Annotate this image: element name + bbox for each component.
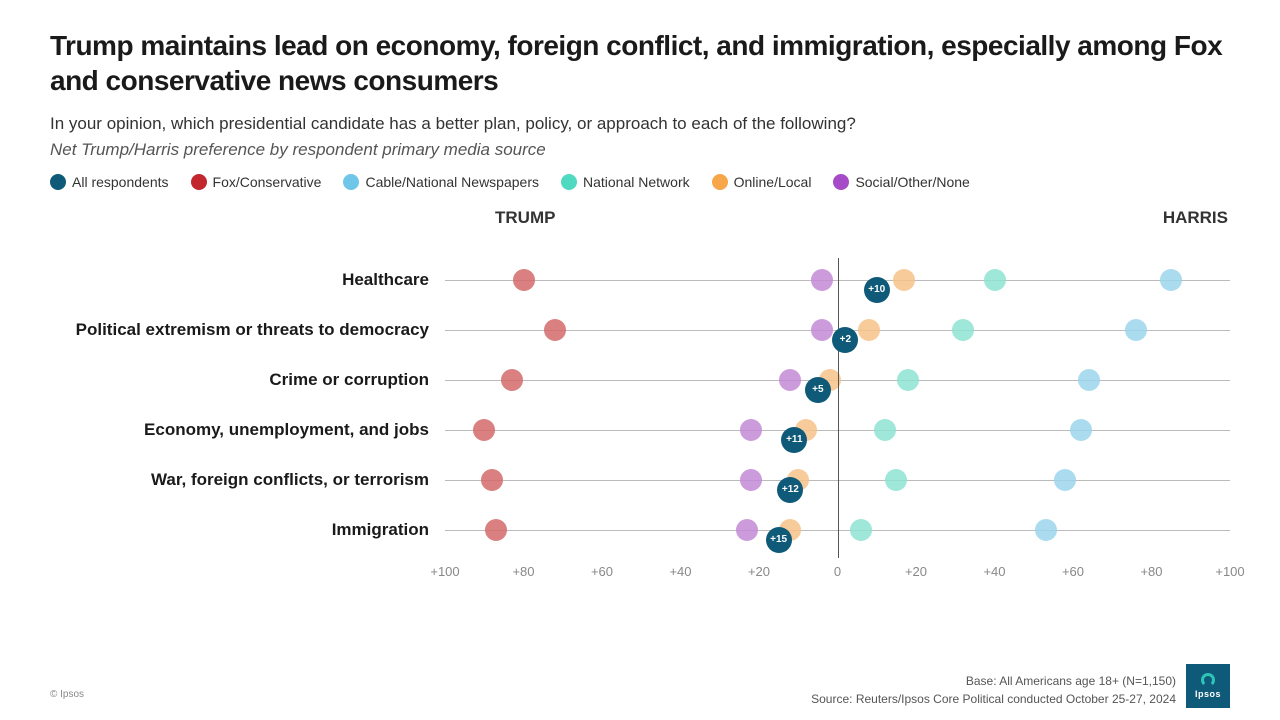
axis-label-right: HARRIS: [1163, 208, 1228, 228]
x-tick: +40: [669, 564, 691, 579]
legend-label: All respondents: [72, 174, 169, 190]
data-point-main: +2: [832, 327, 858, 353]
legend-dot: [50, 174, 66, 190]
legend-dot: [191, 174, 207, 190]
legend-item: National Network: [561, 174, 690, 190]
row-label: Immigration: [50, 520, 445, 540]
x-tick: +20: [905, 564, 927, 579]
zero-line: [838, 258, 840, 558]
row-label: War, foreign conflicts, or terrorism: [50, 470, 445, 490]
legend-dot: [561, 174, 577, 190]
legend-dot: [343, 174, 359, 190]
x-tick: +40: [983, 564, 1005, 579]
legend-dot: [833, 174, 849, 190]
copyright: © Ipsos: [50, 689, 84, 700]
data-point-main: +12: [777, 477, 803, 503]
legend-item: Cable/National Newspapers: [343, 174, 539, 190]
footer-source: Source: Reuters/Ipsos Core Political con…: [50, 690, 1176, 708]
x-tick: +100: [1215, 564, 1244, 579]
x-tick: 0: [834, 564, 841, 579]
row-label: Crime or corruption: [50, 370, 445, 390]
data-point-main: +15: [766, 527, 792, 553]
chart-title: Trump maintains lead on economy, foreign…: [50, 28, 1230, 98]
x-tick: +20: [748, 564, 770, 579]
data-point-main: +10: [864, 277, 890, 303]
legend-item: All respondents: [50, 174, 169, 190]
axis-label-left: TRUMP: [495, 208, 555, 228]
legend-label: National Network: [583, 174, 690, 190]
plot-area: Healthcare +10 Political extremism or thre…: [50, 258, 1230, 558]
legend-item: Online/Local: [712, 174, 812, 190]
x-tick: +60: [591, 564, 613, 579]
legend-label: Fox/Conservative: [213, 174, 322, 190]
data-point-main: +5: [805, 377, 831, 403]
legend-dot: [712, 174, 728, 190]
x-tick: +100: [430, 564, 459, 579]
legend-label: Online/Local: [734, 174, 812, 190]
ipsos-logo: Ipsos: [1186, 664, 1230, 708]
legend-label: Cable/National Newspapers: [365, 174, 539, 190]
legend-item: Fox/Conservative: [191, 174, 322, 190]
footer-base: Base: All Americans age 18+ (N=1,150): [50, 672, 1176, 690]
chart-description: Net Trump/Harris preference by responden…: [50, 140, 1230, 160]
x-tick: +80: [512, 564, 534, 579]
logo-icon: [1201, 673, 1215, 687]
legend-label: Social/Other/None: [855, 174, 969, 190]
x-tick: +80: [1140, 564, 1162, 579]
row-label: Economy, unemployment, and jobs: [50, 420, 445, 440]
footer: © Ipsos Base: All Americans age 18+ (N=1…: [50, 672, 1230, 708]
row-label: Healthcare: [50, 270, 445, 290]
legend: All respondents Fox/Conservative Cable/Nat…: [50, 174, 1230, 190]
logo-text: Ipsos: [1195, 689, 1221, 699]
chart-area: TRUMP HARRIS Healthcare +10 Political extr…: [50, 208, 1230, 584]
row-label: Political extremism or threats to democr…: [50, 320, 445, 340]
x-axis-ticks: +100+80+60+40+200+20+40+60+80+100: [445, 564, 1230, 584]
x-tick: +60: [1062, 564, 1084, 579]
chart-subtitle: In your opinion, which presidential cand…: [50, 114, 1230, 134]
legend-item: Social/Other/None: [833, 174, 969, 190]
data-point-main: +11: [781, 427, 807, 453]
